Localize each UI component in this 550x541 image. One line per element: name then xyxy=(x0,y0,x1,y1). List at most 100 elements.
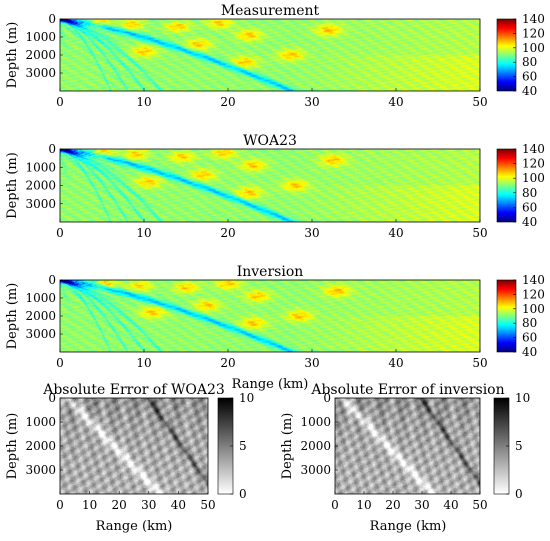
inversion-xtick-label: 50 xyxy=(472,356,487,370)
measurement-ytick-label: 0 xyxy=(48,12,56,26)
error-woa23-xlabel: Range (km) xyxy=(96,519,173,534)
error-woa23-heatmap xyxy=(60,398,208,494)
measurement-colorbar xyxy=(497,19,516,91)
measurement-colorbar-frame xyxy=(496,18,517,92)
measurement-xtick-label: 20 xyxy=(220,95,235,109)
error-inversion-xtick-label: 10 xyxy=(356,498,371,512)
measurement-heatmap xyxy=(60,19,480,91)
woa23-colorbar-frame xyxy=(496,148,517,223)
inversion-xtick-label: 10 xyxy=(136,356,151,370)
error-woa23-xtick-label: 40 xyxy=(171,498,186,512)
inversion-title: Inversion xyxy=(237,264,304,280)
error-woa23-xtick-label: 0 xyxy=(56,498,64,512)
measurement-colorbar-label: 60 xyxy=(522,70,537,84)
woa23-title: WOA23 xyxy=(243,133,297,149)
woa23-ytick-label: 3000 xyxy=(25,197,56,211)
error-inversion-ytick-label: 0 xyxy=(323,391,331,405)
woa23-colorbar-label: 60 xyxy=(522,200,537,214)
inversion-colorbar-label: 80 xyxy=(522,316,537,330)
error-inversion-colorbar-label: 0 xyxy=(515,487,523,501)
inversion-xtick-label: 0 xyxy=(56,356,64,370)
error-inversion-xtick-label: 20 xyxy=(385,498,400,512)
inversion-ytick-label: 0 xyxy=(48,273,56,287)
error-woa23-ylabel: Depth (m) xyxy=(5,413,20,480)
inversion-xtick-label: 40 xyxy=(388,356,403,370)
inversion-colorbar-frame xyxy=(496,279,517,353)
inversion-colorbar-label: 120 xyxy=(522,287,545,301)
measurement-title: Measurement xyxy=(221,3,320,19)
inversion-ylabel: Depth (m) xyxy=(5,283,20,350)
woa23-ylabel: Depth (m) xyxy=(5,152,20,219)
woa23-colorbar-label: 120 xyxy=(522,157,545,171)
measurement-colorbar-label: 120 xyxy=(522,26,545,40)
error-woa23-xtick-label: 50 xyxy=(200,498,215,512)
measurement-xtick-label: 10 xyxy=(136,95,151,109)
measurement-colorbar-label: 40 xyxy=(522,84,537,98)
woa23-xtick-label: 40 xyxy=(388,226,403,240)
woa23-xtick-label: 10 xyxy=(136,226,151,240)
inversion-ytick-label: 2000 xyxy=(25,309,56,323)
error-inversion-xtick-label: 30 xyxy=(414,498,429,512)
inversion-ytick-label: 1000 xyxy=(25,291,56,305)
measurement-colorbar-label: 140 xyxy=(522,12,545,26)
error-woa23-ytick-label: 0 xyxy=(48,391,56,405)
error-woa23-xtick-label: 10 xyxy=(82,498,97,512)
inversion-colorbar-label: 40 xyxy=(522,345,537,359)
measurement-xtick-label: 40 xyxy=(388,95,403,109)
error-woa23-colorbar-label: 5 xyxy=(239,439,247,453)
woa23-heatmap xyxy=(60,149,480,222)
measurement-colorbar-label: 80 xyxy=(522,55,537,69)
error-woa23-colorbar-label: 10 xyxy=(239,391,254,405)
woa23-colorbar-label: 140 xyxy=(522,142,545,156)
measurement-ytick-label: 3000 xyxy=(25,66,56,80)
error-inversion-ylabel: Depth (m) xyxy=(280,413,295,480)
error-woa23-colorbar-label: 0 xyxy=(239,487,247,501)
error-woa23-xtick-label: 20 xyxy=(112,498,127,512)
measurement-xtick-label: 30 xyxy=(304,95,319,109)
woa23-xtick-label: 50 xyxy=(472,226,487,240)
error-inversion-xlabel: Range (km) xyxy=(370,519,447,534)
measurement-ytick-label: 1000 xyxy=(25,30,56,44)
error-woa23-colorbar xyxy=(218,398,233,494)
inversion-xtick-label: 30 xyxy=(304,356,319,370)
error-inversion-title: Absolute Error of inversion xyxy=(310,382,504,398)
woa23-colorbar-label: 80 xyxy=(522,186,537,200)
error-inversion-ytick-label: 3000 xyxy=(300,463,331,477)
error-inversion-colorbar-label: 10 xyxy=(515,391,530,405)
inversion-xlabel: Range (km) xyxy=(232,377,309,392)
measurement-xtick-label: 50 xyxy=(472,95,487,109)
error-inversion-ytick-label: 1000 xyxy=(300,415,331,429)
inversion-ytick-label: 3000 xyxy=(25,327,56,341)
woa23-colorbar-label: 100 xyxy=(522,171,545,185)
measurement-ytick-label: 2000 xyxy=(25,48,56,62)
error-inversion-ytick-label: 2000 xyxy=(300,439,331,453)
error-woa23-xtick-label: 30 xyxy=(141,498,156,512)
woa23-colorbar-label: 40 xyxy=(522,215,537,229)
inversion-colorbar-label: 140 xyxy=(522,273,545,287)
error-inversion-xtick-label: 40 xyxy=(443,498,458,512)
inversion-xtick-label: 20 xyxy=(220,356,235,370)
measurement-xtick-label: 0 xyxy=(56,95,64,109)
woa23-ytick-label: 2000 xyxy=(25,179,56,193)
inversion-heatmap xyxy=(60,280,480,352)
inversion-colorbar-label: 100 xyxy=(522,302,545,316)
error-woa23-ytick-label: 3000 xyxy=(25,463,56,477)
error-woa23-ytick-label: 1000 xyxy=(25,415,56,429)
error-inversion-heatmap xyxy=(335,398,480,494)
error-inversion-xtick-label: 0 xyxy=(331,498,339,512)
measurement-colorbar-label: 100 xyxy=(522,41,545,55)
error-inversion-colorbar-label: 5 xyxy=(515,439,523,453)
woa23-xtick-label: 0 xyxy=(56,226,64,240)
woa23-xtick-label: 30 xyxy=(304,226,319,240)
woa23-colorbar xyxy=(497,149,516,222)
inversion-colorbar-label: 60 xyxy=(522,331,537,345)
error-inversion-xtick-label: 50 xyxy=(472,498,487,512)
woa23-xtick-label: 20 xyxy=(220,226,235,240)
error-woa23-ytick-label: 2000 xyxy=(25,439,56,453)
inversion-colorbar xyxy=(497,280,516,352)
woa23-ytick-label: 0 xyxy=(48,142,56,156)
error-woa23-title: Absolute Error of WOA23 xyxy=(42,382,225,398)
error-inversion-colorbar xyxy=(494,398,509,494)
woa23-ytick-label: 1000 xyxy=(25,160,56,174)
